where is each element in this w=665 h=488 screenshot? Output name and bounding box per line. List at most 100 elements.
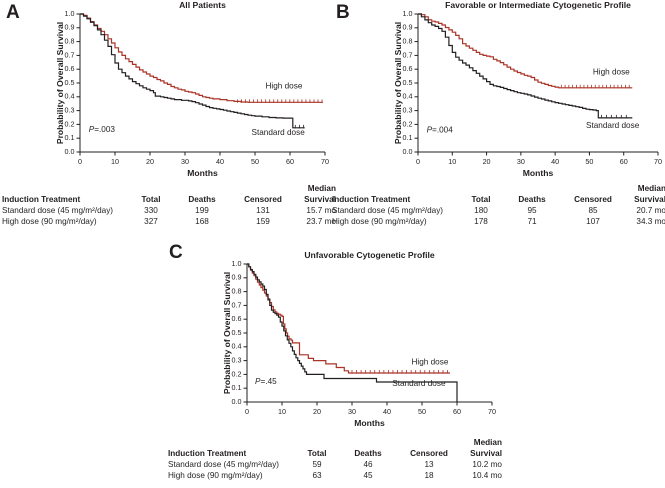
table-cell: 71 [527,216,537,226]
table-cell: 159 [256,216,270,226]
table-row: High dose (90 mg/m²/day) 327 168 159 23.7 mo [2,217,336,228]
y-tick-label: 1.0 [403,9,413,18]
km-curve-high-dose [418,13,633,89]
table-header-cell: Median Survival [470,438,502,458]
table-cell: Standard dose (45 mg/m²/day) [2,206,114,215]
y-tick-label: 0.9 [65,23,75,32]
y-tick-label: 0.3 [232,356,242,365]
y-tick-label: 0.4 [403,92,413,101]
y-tick-label: 0.6 [232,314,242,323]
table-header-cell: Censored [410,448,448,458]
table-header-cell: Censored [244,194,282,204]
summary-table-b: Induction Treatment Total Deaths Censored Me… [332,184,665,227]
summary-table-c: Induction Treatment Total Deaths Censored Me… [168,438,502,481]
series-label-standard-dose: Standard dose [392,379,446,388]
table-header-cell: Total [307,448,327,458]
x-tick-label: 30 [181,157,189,166]
p-value: P=.003 [89,125,116,134]
panel-letter-a: A [6,2,20,23]
table-header-cell: Induction Treatment [2,194,81,204]
table-cell: 180 [474,206,488,215]
y-tick-label: 0.0 [232,397,242,406]
x-tick-label: 50 [585,157,593,166]
table-cell: 46 [363,460,373,469]
table-cell: Standard dose (45 mg/m²/day) [332,206,444,215]
y-tick-label: 0.9 [403,23,413,32]
table-cell: 107 [586,216,600,226]
table-header-cell: Median Survival [304,184,336,204]
y-tick-label: 0.2 [403,119,413,128]
y-tick-label: 0.7 [403,50,413,59]
table-cell: 63 [312,470,322,480]
survival-chart-b: Favorable or Intermediate Cytogenetic Pr… [393,0,662,178]
table-row: Standard dose (45 mg/m²/day) 180 95 85 20.7 … [332,206,665,217]
survival-chart-c: Unfavorable Cytogenetic Profile 0.0 0.1 0.2… [222,250,496,428]
x-tick-label: 20 [483,157,491,166]
table-cell: 95 [527,206,537,215]
y-tick-label: 0.2 [65,119,75,128]
y-axis-label: Probability of Overall Survival [222,272,232,394]
x-tick-label: 50 [251,157,259,166]
y-tick-label: 0.7 [65,50,75,59]
table-cell: 18 [424,470,434,480]
y-tick-label: 0.7 [232,300,242,309]
p-value: P=.004 [427,126,454,135]
series-label-high-dose: High dose [266,82,303,91]
table-cell: 45 [363,470,373,480]
x-tick-label: 30 [517,157,525,166]
x-tick-label: 20 [146,157,154,166]
x-axis-label: Months [523,168,554,178]
x-tick-label: 40 [383,407,391,416]
panel-a: A All Patients 0.0 0.1 0.2 0.3 0.4 0.5 0.6 0.7 0.… [0,0,336,227]
table-header-row: Induction Treatment Total Deaths Censored Me… [332,184,665,205]
km-curve-standard-dose [80,13,305,129]
table-cell: 168 [195,216,209,226]
axis-line [417,14,658,153]
x-tick-label: 60 [286,157,294,166]
panel-letter-b: B [336,2,350,23]
y-tick-label: 0.8 [403,37,413,46]
y-axis-label: Probability of Overall Survival [55,22,65,144]
summary-table-a: Induction Treatment Total Deaths Censored Me… [2,184,336,227]
y-tick-label: 1.0 [65,9,75,18]
table-cell: 10.4 mo [472,470,502,480]
x-tick-label: 0 [416,157,420,166]
table-cell: 327 [144,216,158,226]
y-tick-label: 0.3 [403,106,413,115]
x-tick-label: 40 [551,157,559,166]
km-curve-standard-dose [418,13,633,119]
table-cell: 85 [588,206,598,215]
x-tick-label: 10 [111,157,119,166]
table-row: Standard dose (45 mg/m²/day) 59 46 13 10.2 m… [168,460,502,471]
panel-b: B Favorable or Intermediate Cytogenetic … [332,0,665,227]
y-tick-label: 0.6 [65,64,75,73]
table-header-cell: Censored [574,194,612,204]
x-tick-label: 10 [448,157,456,166]
table-header-row: Induction Treatment Total Deaths Censored Me… [2,184,336,205]
table-header-cell: Total [141,194,161,204]
y-tick-label: 0.0 [403,147,413,156]
x-tick-label: 30 [348,407,356,416]
table-cell: 131 [256,206,270,215]
panel-letter-c: C [169,242,183,263]
y-tick-label: 0.8 [65,37,75,46]
y-tick-label: 0.6 [403,64,413,73]
table-cell: High dose (90 mg/m²/day) [332,216,427,226]
table-cell: 199 [195,206,209,215]
y-tick-label: 0.4 [232,342,242,351]
table-header-cell: Deaths [188,194,216,204]
x-tick-label: 0 [245,407,249,416]
y-tick-label: 0.2 [232,369,242,378]
y-tick-label: 0.1 [65,133,75,142]
y-tick-label: 0.1 [403,133,413,142]
y-tick-label: 0.5 [403,78,413,87]
table-header-cell: Induction Treatment [168,448,247,458]
table-cell: 59 [312,460,322,469]
axis-line [246,264,492,403]
table-header-cell: Deaths [354,448,382,458]
x-axis-label: Months [187,168,218,178]
x-tick-label: 70 [654,157,662,166]
series-label-high-dose: High dose [412,358,449,367]
table-cell: 20.7 mo [636,206,665,215]
